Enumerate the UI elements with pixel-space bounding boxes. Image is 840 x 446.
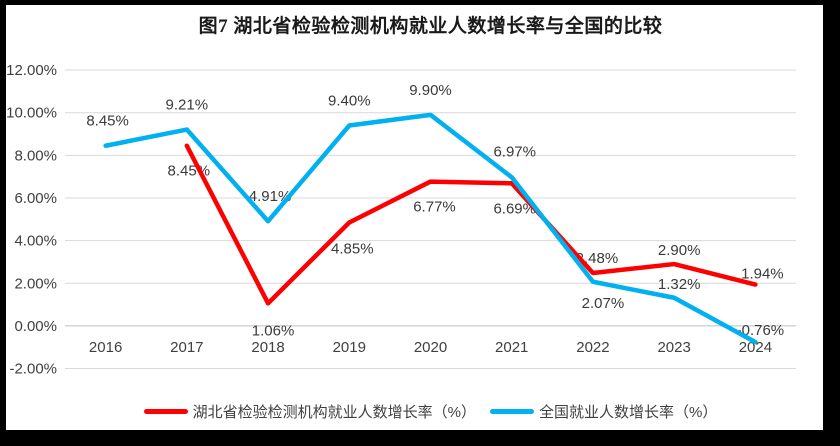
data-label: 9.21% [166, 97, 209, 114]
data-label: 2.90% [658, 242, 701, 259]
x-axis-label: 2022 [576, 339, 609, 356]
data-label: 4.91% [249, 188, 292, 205]
data-label: 9.90% [409, 82, 452, 99]
data-label: 8.45% [86, 113, 129, 130]
y-tick-label: -2.00% [9, 361, 57, 378]
y-tick-label: 12.00% [6, 62, 57, 79]
x-axis-label: 2021 [495, 339, 528, 356]
x-axis-label: 2019 [333, 339, 366, 356]
chart-title: 图7 湖北省检验检测机构就业人数增长率与全国的比较 [198, 16, 663, 37]
series-line-0 [184, 143, 758, 306]
data-label: 1.32% [658, 276, 701, 293]
legend-item-1: 全国就业人数增长率（%） [490, 401, 717, 422]
data-label: 6.69% [493, 200, 536, 217]
legend-label: 全国就业人数增长率（%） [539, 404, 718, 421]
data-label: 4.85% [331, 240, 374, 257]
series-line-1 [103, 112, 758, 345]
x-axis-label: 2024 [739, 339, 772, 356]
x-axis-label: 2016 [89, 339, 122, 356]
legend-line-swatch [490, 409, 534, 414]
data-label: 1.06% [252, 322, 295, 339]
data-label: 9.40% [328, 92, 371, 109]
data-label: -0.76% [737, 322, 785, 339]
y-tick-label: 0.00% [14, 318, 57, 335]
data-label: 6.77% [413, 199, 456, 216]
legend-item-0: 湖北省检验检测机构就业人数增长率（%） [143, 401, 476, 422]
x-axis-label: 2023 [657, 339, 690, 356]
x-axis-label: 2017 [170, 339, 203, 356]
y-tick-label: 10.00% [6, 105, 57, 122]
data-label: 6.97% [493, 143, 536, 160]
chart-canvas: 图7 湖北省检验检测机构就业人数增长率与全国的比较 12.00% 10.00% 8.… [6, 5, 823, 430]
y-tick-label: 6.00% [14, 190, 57, 207]
y-tick-label: 8.00% [14, 147, 57, 164]
legend-label: 湖北省检验检测机构就业人数增长率（%） [192, 404, 476, 421]
chart-legend: 湖北省检验检测机构就业人数增长率（%） 全国就业人数增长率（%） [65, 401, 796, 422]
data-label: 2.07% [582, 295, 625, 312]
x-axis-label: 2018 [251, 339, 284, 356]
data-label: 1.94% [741, 266, 784, 283]
legend-line-swatch [143, 409, 188, 414]
y-tick-label: 2.00% [14, 275, 57, 292]
y-tick-label: 4.00% [14, 233, 57, 250]
x-axis-label: 2020 [414, 339, 447, 356]
line-chart-plot: 12.00% 10.00% 8.00% 6.00% 4.00% 2.00% 0.00% -2.… [6, 62, 796, 378]
